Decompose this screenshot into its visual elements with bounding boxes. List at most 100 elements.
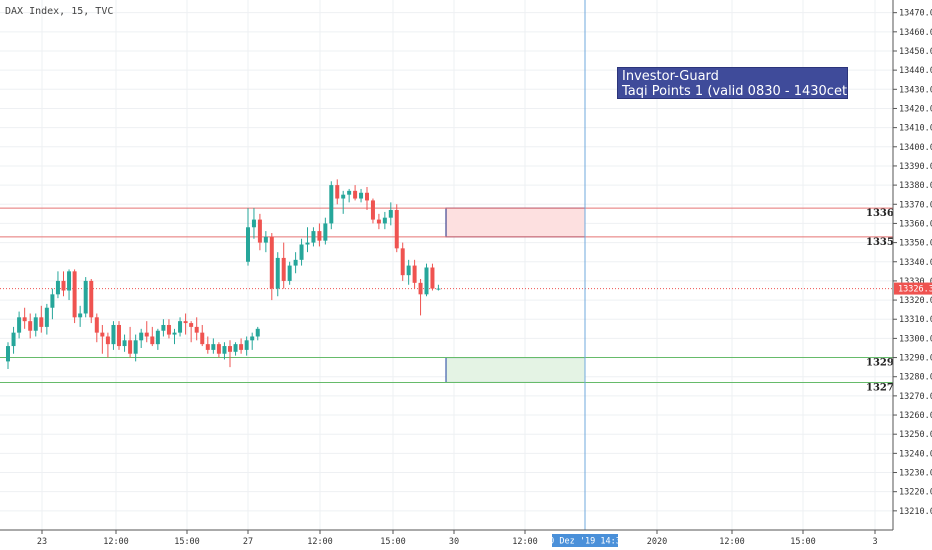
candle-body — [246, 227, 250, 262]
candle-body — [139, 332, 144, 341]
level-label: 13290 — [866, 358, 901, 369]
candle-body — [100, 332, 105, 337]
y-tick-label: 13260.0 — [899, 411, 932, 421]
y-tick-label: 13250.0 — [899, 430, 932, 440]
candle-body — [424, 267, 429, 295]
y-tick-label: 13270.0 — [899, 392, 932, 402]
candle-body — [211, 344, 216, 350]
candle-body — [353, 190, 358, 199]
candle-body — [83, 280, 88, 314]
y-tick-label: 13390.0 — [899, 162, 932, 172]
candle-body — [22, 317, 27, 322]
candle-body — [11, 332, 16, 347]
chart-title: DAX Index, 15, TVC — [5, 6, 113, 17]
candle-body — [67, 271, 72, 291]
level-label: 13368 — [866, 208, 901, 219]
candle-body — [155, 330, 160, 345]
level-label: 13277 — [866, 382, 901, 393]
y-tick-label: 13380.0 — [899, 181, 932, 191]
y-tick-label: 13300.0 — [899, 334, 932, 344]
candle-body — [6, 346, 10, 362]
y-tick-label: 13220.0 — [899, 488, 932, 498]
x-tick-label: 12:00 — [512, 537, 538, 547]
candles — [6, 179, 441, 370]
y-tick-label: 13350.0 — [899, 239, 932, 249]
candle-body — [78, 313, 83, 318]
zone-rect — [445, 207, 586, 238]
candle-body — [281, 257, 286, 281]
x-tick-label: 30 — [449, 537, 459, 547]
candle-body — [430, 267, 435, 289]
candle-body — [293, 259, 298, 266]
cursor-date-tag — [552, 534, 618, 547]
candle-body — [244, 340, 249, 350]
candle-body — [275, 257, 280, 289]
x-tick-label: 27 — [243, 537, 253, 547]
candle-body — [436, 288, 441, 290]
candle-body — [39, 317, 44, 327]
candle-body — [376, 219, 381, 224]
y-tick-label: 13400.0 — [899, 143, 932, 153]
candle-body — [359, 192, 364, 199]
current-price-tag — [894, 282, 932, 295]
candle-body — [111, 324, 116, 345]
candle-body — [299, 244, 304, 260]
candle-body — [44, 307, 49, 327]
cursor-date-label: 30 Dez '19 14:30 — [544, 537, 626, 547]
candle-body — [255, 328, 260, 337]
candle-body — [263, 236, 268, 243]
candle-body — [50, 294, 55, 308]
candle-body — [189, 323, 194, 327]
y-tick-label: 13470.0 — [899, 9, 932, 19]
y-tick-label: 13410.0 — [899, 124, 932, 134]
annotation-line-1: Investor-Guard — [622, 69, 719, 84]
candle-body — [55, 280, 60, 295]
y-tick-label: 13320.0 — [899, 296, 932, 306]
annotation-box[interactable]: Investor-Guard Taqi Points 1 (valid 0830… — [617, 67, 848, 99]
candle-body — [72, 271, 77, 318]
candle-body — [61, 280, 66, 291]
y-tick-label: 13280.0 — [899, 373, 932, 383]
candle-body — [183, 321, 188, 324]
candle-body — [222, 346, 227, 354]
candle-body — [335, 185, 340, 199]
candle-body — [128, 340, 133, 354]
candle-body — [233, 344, 238, 352]
y-tick-label: 13450.0 — [899, 47, 932, 57]
candle-body — [172, 332, 177, 335]
candle-body — [317, 231, 322, 241]
candle-body — [250, 336, 255, 341]
candle-body — [216, 344, 221, 354]
y-tick-label: 13310.0 — [899, 315, 932, 325]
candle-body — [347, 190, 352, 195]
y-tick-label: 13370.0 — [899, 200, 932, 210]
candle-body — [194, 326, 199, 333]
candle-body — [28, 321, 33, 331]
candle-body — [205, 344, 210, 350]
levels: 13368 13353 13290 13277 — [0, 207, 901, 393]
candle-body — [144, 332, 149, 337]
candle-body — [17, 317, 22, 333]
y-tick-label: 13330.0 — [899, 277, 932, 287]
candle-body — [251, 219, 256, 228]
x-tick-label: 23 — [37, 537, 47, 547]
candle-body — [161, 324, 166, 331]
candle-body — [94, 317, 99, 333]
y-axis-panel — [893, 0, 932, 550]
y-tick-label: 13360.0 — [899, 219, 932, 229]
x-tick-label: 12:00 — [307, 537, 333, 547]
candle-body — [370, 200, 375, 220]
candle-body — [418, 282, 423, 295]
y-tick-label: 13340.0 — [899, 258, 932, 268]
candle-body — [365, 192, 369, 201]
candle-body — [89, 280, 94, 318]
candle-body — [323, 223, 328, 241]
candle-body — [133, 340, 138, 354]
candle-body — [200, 332, 205, 345]
y-tick-label: 13230.0 — [899, 469, 932, 479]
x-tick-label: 12:00 — [103, 537, 129, 547]
y-tick-label: 13440.0 — [899, 66, 932, 76]
